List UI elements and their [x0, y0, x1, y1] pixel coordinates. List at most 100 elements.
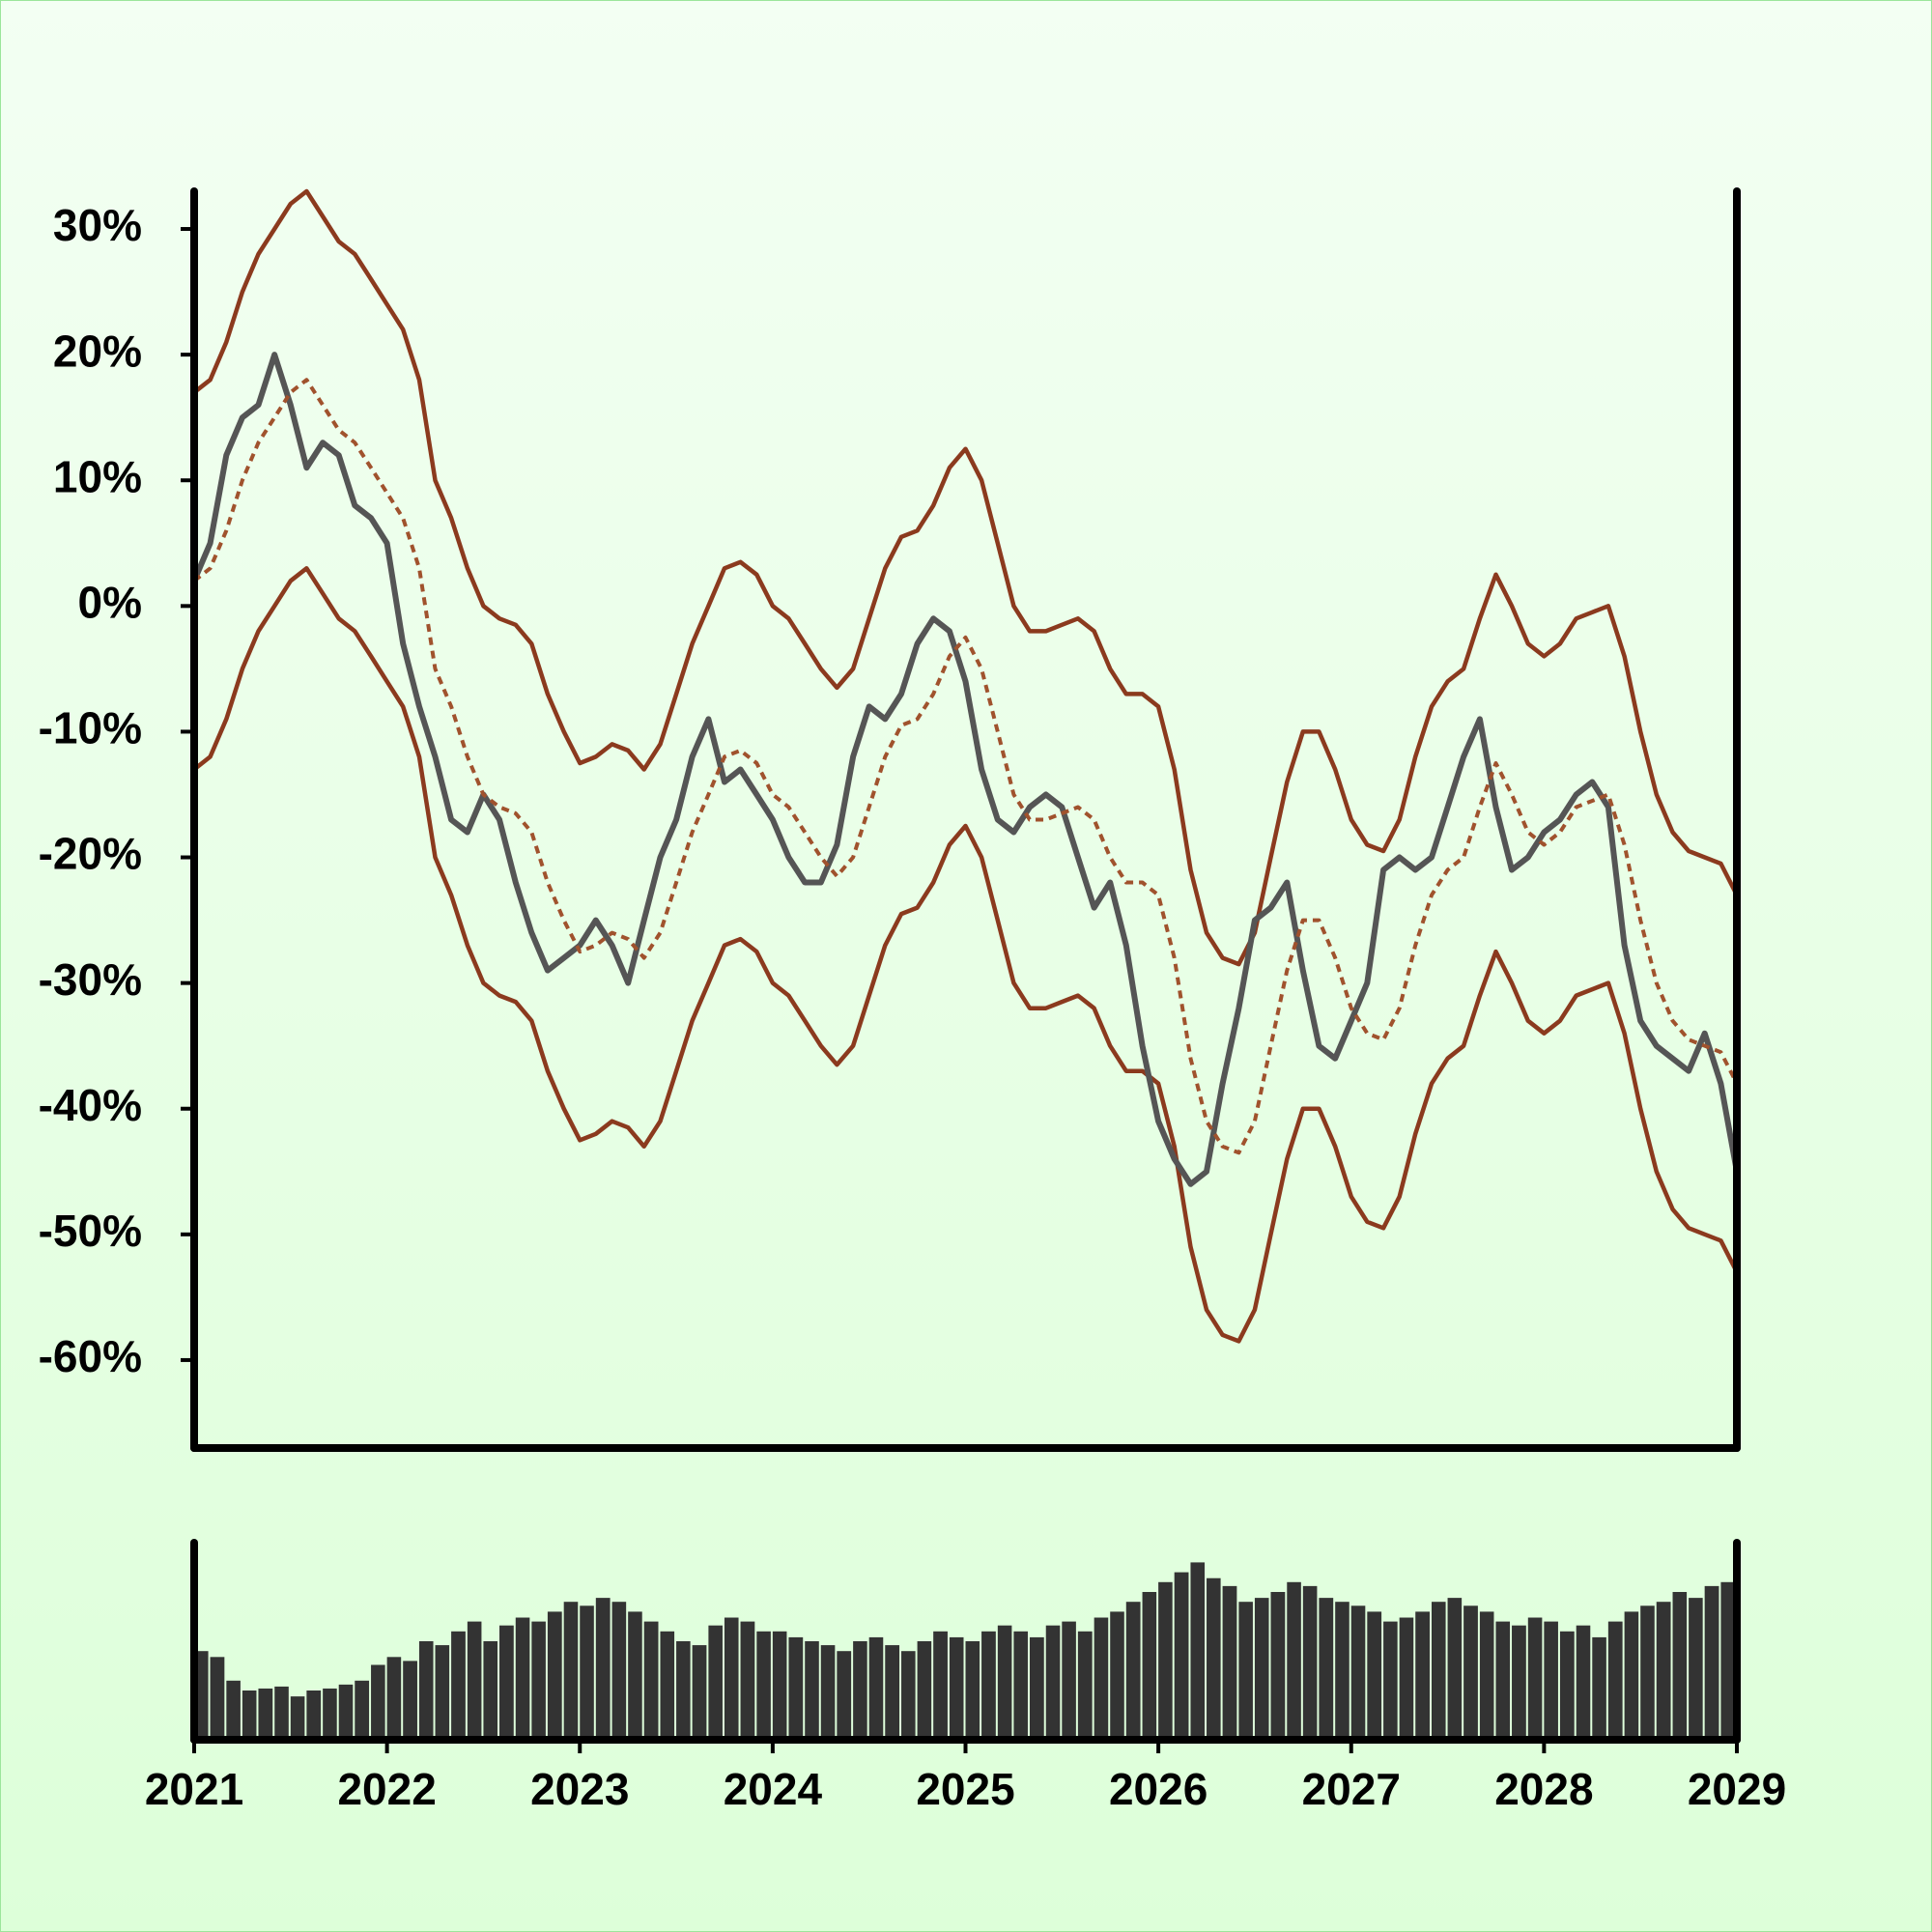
- volume-bar: [1656, 1602, 1671, 1740]
- series-line: [192, 566, 1740, 1344]
- x-tick-label: 2024: [724, 1764, 823, 1814]
- volume-bar: [1689, 1598, 1703, 1740]
- volume-bar: [595, 1598, 611, 1740]
- volume-bar: [515, 1617, 530, 1740]
- y-tick-label: -40%: [39, 1080, 142, 1130]
- volume-bar: [1045, 1625, 1061, 1740]
- volume-bar: [1559, 1631, 1575, 1740]
- volume-bar: [1207, 1577, 1221, 1740]
- y-tick-label: -20%: [39, 829, 142, 879]
- volume-bar: [499, 1625, 514, 1740]
- volume-bar: [1720, 1581, 1735, 1740]
- series-line: [191, 352, 1740, 1187]
- volume-bar: [1431, 1602, 1446, 1740]
- volume-bar: [467, 1621, 482, 1740]
- volume-bar: [371, 1664, 385, 1740]
- volume-bar: [1672, 1592, 1688, 1740]
- volume-bar: [547, 1611, 562, 1740]
- volume-bar: [1463, 1605, 1478, 1740]
- x-tick-label: 2028: [1494, 1764, 1593, 1814]
- volume-bar: [258, 1688, 273, 1740]
- x-tick-label: 2029: [1688, 1764, 1786, 1814]
- volume-bar: [949, 1636, 964, 1740]
- volume-bar: [772, 1631, 787, 1740]
- volume-bar: [210, 1657, 225, 1740]
- volume-bar: [1527, 1617, 1543, 1740]
- volume-bar: [1190, 1562, 1206, 1740]
- volume-bar: [917, 1641, 932, 1740]
- volume-bar: [1254, 1598, 1269, 1740]
- y-tick-label: -50%: [39, 1206, 142, 1256]
- volume-bar: [692, 1645, 707, 1740]
- volume-bar: [933, 1631, 948, 1740]
- volume-bar: [885, 1645, 900, 1740]
- volume-bar: [724, 1617, 739, 1740]
- y-tick-label: 20%: [53, 326, 142, 376]
- volume-bar: [338, 1684, 354, 1740]
- volume-bar: [756, 1631, 771, 1740]
- volume-bar: [306, 1690, 322, 1740]
- y-tick-label: 10%: [53, 451, 142, 501]
- volume-bar: [226, 1680, 241, 1740]
- volume-bar: [1077, 1631, 1093, 1740]
- volume-bar: [853, 1641, 867, 1740]
- volume-bar: [1319, 1598, 1334, 1740]
- volume-bar: [1640, 1605, 1655, 1740]
- volume-bar: [1062, 1621, 1076, 1740]
- volume-bar: [1624, 1611, 1639, 1740]
- volume-bar: [788, 1636, 804, 1740]
- y-tick-label: 30%: [53, 200, 142, 250]
- volume-bar: [981, 1631, 996, 1740]
- volume-bar: [643, 1621, 659, 1740]
- volume-bar: [403, 1661, 417, 1740]
- volume-bar: [1335, 1602, 1350, 1740]
- volume-bar: [676, 1641, 691, 1740]
- volume-bar: [531, 1621, 546, 1740]
- volume-bar: [1013, 1631, 1028, 1740]
- volume-bar: [483, 1641, 498, 1740]
- volume-bar: [1495, 1621, 1511, 1740]
- volume-bar: [1174, 1572, 1189, 1740]
- volume-bar: [1287, 1581, 1301, 1740]
- volume-bar: [1383, 1621, 1398, 1740]
- volume-bar: [1158, 1581, 1173, 1740]
- x-tick-label: 2022: [337, 1764, 436, 1814]
- volume-bar: [805, 1641, 819, 1740]
- y-tick-label: -10%: [39, 703, 142, 753]
- volume-bar: [1367, 1611, 1382, 1740]
- volume-bar: [1447, 1598, 1463, 1740]
- volume-bar: [1607, 1621, 1623, 1740]
- volume-bar: [740, 1621, 755, 1740]
- volume-bar: [323, 1688, 337, 1740]
- volume-bar: [1302, 1585, 1318, 1740]
- volume-bar: [355, 1680, 370, 1740]
- volume-bar: [563, 1602, 579, 1740]
- volume-bar: [418, 1641, 434, 1740]
- volume-bar: [290, 1696, 305, 1740]
- x-tick-label: 2023: [530, 1764, 629, 1814]
- volume-bar: [386, 1657, 402, 1740]
- volume-bar: [1415, 1611, 1430, 1740]
- volume-bar: [660, 1631, 675, 1740]
- volume-bar: [1270, 1592, 1286, 1740]
- volume-bar: [1399, 1617, 1414, 1740]
- y-tick-label: -30%: [39, 954, 142, 1005]
- volume-bar: [1142, 1592, 1157, 1740]
- volume-bar: [708, 1625, 723, 1740]
- y-tick-label: -60%: [39, 1331, 142, 1381]
- x-tick-label: 2025: [916, 1764, 1014, 1814]
- series-line: [192, 378, 1739, 1155]
- volume-bar: [580, 1605, 594, 1740]
- volume-bar: [997, 1625, 1012, 1740]
- volume-bar: [1512, 1625, 1526, 1740]
- volume-bar: [1029, 1636, 1044, 1740]
- volume-bar: [274, 1686, 289, 1740]
- volume-bar: [451, 1631, 466, 1740]
- volume-bar: [611, 1602, 627, 1740]
- x-tick-label: 2021: [145, 1764, 243, 1814]
- volume-bar: [820, 1645, 836, 1740]
- volume-bar: [1704, 1585, 1719, 1740]
- volume-bar: [868, 1636, 884, 1740]
